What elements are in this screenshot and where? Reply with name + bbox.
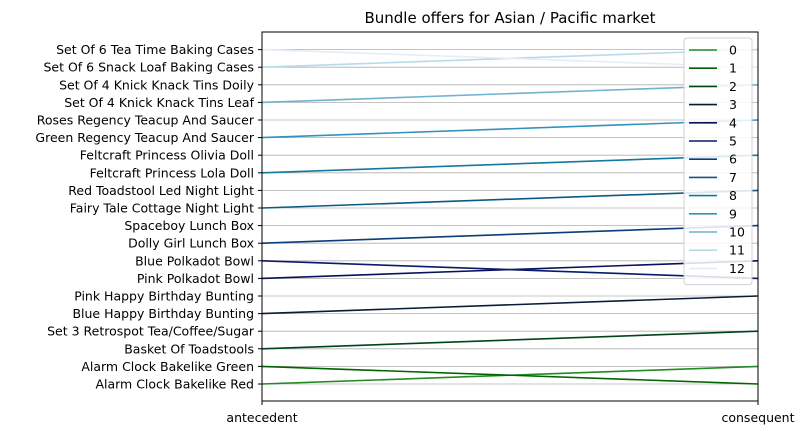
- y-tick-label-set-3-retrospot-tea-coffee-sugar: Set 3 Retrospot Tea/Coffee/Sugar: [47, 324, 255, 339]
- legend-label-9: 9: [729, 206, 737, 221]
- y-tick-label-blue-polkadot-bowl: Blue Polkadot Bowl: [135, 253, 254, 268]
- y-tick-label-basket-of-toadstools: Basket Of Toadstools: [124, 341, 254, 356]
- series-line-1: [261, 365, 759, 385]
- x-tick-label-antecedent: antecedent: [226, 410, 297, 425]
- y-tick-label-red-toadstool-led-night-light: Red Toadstool Led Night Light: [68, 183, 254, 198]
- series-line-12: [261, 48, 759, 68]
- legend-label-4: 4: [729, 115, 737, 130]
- grid: [262, 49, 758, 385]
- y-tick-label-blue-happy-birthday-bunting: Blue Happy Birthday Bunting: [72, 306, 254, 321]
- y-tick-label-spaceboy-lunch-box: Spaceboy Lunch Box: [124, 218, 254, 233]
- series-line-7: [261, 189, 759, 209]
- y-tick-label-set-of-4-knick-knack-tins-leaf: Set Of 4 Knick Knack Tins Leaf: [64, 95, 254, 110]
- legend-label-7: 7: [729, 170, 737, 185]
- legend-label-0: 0: [729, 43, 737, 58]
- chart-title: Bundle offers for Asian / Pacific market: [364, 9, 655, 27]
- y-tick-label-alarm-clock-bakelike-green: Alarm Clock Bakelike Green: [81, 359, 254, 374]
- y-tick-label-feltcraft-princess-olivia-doll: Feltcraft Princess Olivia Doll: [80, 148, 254, 163]
- series-line-6: [261, 224, 759, 244]
- y-tick-label-green-regency-teacup-and-saucer: Green Regency Teacup And Saucer: [35, 130, 254, 145]
- legend-label-6: 6: [729, 152, 737, 167]
- series-line-5: [261, 260, 759, 280]
- y-tick-label-roses-regency-teacup-and-saucer: Roses Regency Teacup And Saucer: [37, 113, 255, 128]
- y-tick-label-pink-polkadot-bowl: Pink Polkadot Bowl: [137, 271, 254, 286]
- legend-label-2: 2: [729, 79, 737, 94]
- y-tick-label-set-of-6-snack-loaf-baking-cases: Set Of 6 Snack Loaf Baking Cases: [43, 60, 254, 75]
- y-tick-label-fairy-tale-cottage-night-light: Fairy Tale Cottage Night Light: [70, 201, 254, 216]
- y-tick-label-pink-happy-birthday-bunting: Pink Happy Birthday Bunting: [74, 289, 254, 304]
- legend-label-5: 5: [729, 134, 737, 149]
- y-tick-label-dolly-girl-lunch-box: Dolly Girl Lunch Box: [128, 236, 254, 251]
- plot-frame: [261, 31, 759, 402]
- x-axis: antecedent consequent: [226, 401, 795, 425]
- x-tick-label-consequent: consequent: [721, 410, 794, 425]
- y-tick-label-set-of-6-tea-time-baking-cases: Set Of 6 Tea Time Baking Cases: [56, 42, 254, 57]
- legend-label-11: 11: [729, 243, 745, 258]
- legend-box: [683, 37, 753, 286]
- legend-label-3: 3: [729, 97, 737, 112]
- y-tick-label-alarm-clock-bakelike-red: Alarm Clock Bakelike Red: [95, 377, 254, 392]
- y-tick-label-feltcraft-princess-lola-doll: Feltcraft Princess Lola Doll: [90, 165, 254, 180]
- legend-label-10: 10: [729, 225, 745, 240]
- y-axis: Alarm Clock Bakelike Red Alarm Clock Bake…: [35, 42, 262, 392]
- series-line-3: [261, 295, 759, 315]
- legend-label-8: 8: [729, 188, 737, 203]
- series-line-8: [261, 154, 759, 174]
- legend-label-1: 1: [729, 61, 737, 76]
- y-tick-label-set-of-4-knick-knack-tins-doily: Set Of 4 Knick Knack Tins Doily: [59, 77, 255, 92]
- legend-label-12: 12: [729, 261, 745, 276]
- series-lines: [261, 48, 759, 385]
- series-line-10: [261, 84, 759, 104]
- series-line-2: [261, 330, 759, 350]
- series-line-9: [261, 119, 759, 139]
